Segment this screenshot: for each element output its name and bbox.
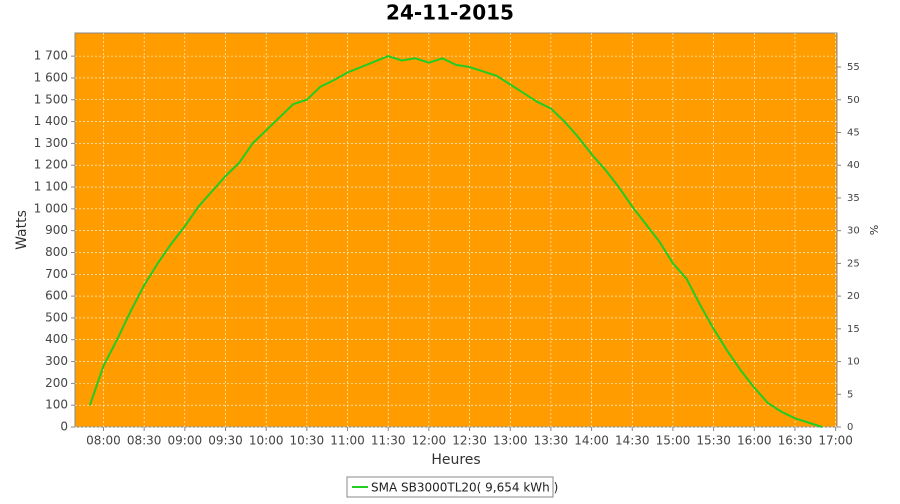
y-tick-label: 1 200 (34, 158, 68, 172)
y-tick-label: 0 (60, 420, 68, 434)
y2-tick-label: 45 (847, 127, 860, 138)
x-tick-label: 10:00 (249, 434, 284, 448)
x-tick-label: 14:30 (615, 434, 650, 448)
y2-tick-label: 0 (847, 422, 853, 433)
x-tick-label: 08:30 (127, 434, 162, 448)
x-tick-label: 13:30 (534, 434, 569, 448)
y-tick-label: 600 (45, 289, 68, 303)
y-tick-label: 1 700 (34, 49, 68, 63)
y2-tick-label: 30 (847, 226, 860, 237)
y-tick-label: 500 (45, 310, 68, 324)
chart-title: 24-11-2015 (386, 1, 514, 25)
x-tick-label: 12:00 (412, 434, 447, 448)
x-tick-label: 15:00 (656, 434, 691, 448)
x-tick-label: 16:00 (737, 434, 772, 448)
x-tick-label: 16:30 (778, 434, 813, 448)
y2-tick-label: 10 (847, 357, 860, 368)
plot-area (74, 32, 838, 428)
y2-tick-label: 15 (847, 324, 860, 335)
x-tick-label: 13:00 (493, 434, 528, 448)
x-tick-label: 17:00 (818, 434, 853, 448)
y-tick-label: 1 400 (34, 114, 68, 128)
y-tick-label: 1 100 (34, 180, 68, 194)
x-tick-label: 11:00 (330, 434, 365, 448)
y-axis-label: Watts (14, 210, 30, 250)
y2-tick-label: 55 (847, 62, 860, 73)
x-axis-label: Heures (431, 452, 480, 468)
y-tick-label: 1 600 (34, 70, 68, 84)
y2-tick-label: 40 (847, 160, 860, 171)
y-tick-label: 300 (45, 354, 68, 368)
x-tick-label: 10:30 (290, 434, 325, 448)
y2-tick-label: 50 (847, 95, 860, 106)
x-tick-label: 12:30 (452, 434, 487, 448)
y2-tick-label: 20 (847, 291, 860, 302)
y-tick-label: 700 (45, 267, 68, 281)
x-tick-label: 08:00 (86, 434, 121, 448)
x-tick-label: 14:00 (574, 434, 609, 448)
y-tick-label: 200 (45, 376, 68, 390)
x-tick-label: 11:30 (371, 434, 406, 448)
y2-tick-label: 25 (847, 258, 860, 269)
y-tick-label: 1 500 (34, 92, 68, 106)
legend (346, 476, 554, 498)
line (88, 55, 823, 428)
y-tick-label: 1 000 (34, 201, 68, 215)
legend-label: SMA SB3000TL20( 9,654 kWh ) (371, 481, 558, 495)
y2-tick-label: 35 (847, 193, 860, 204)
x-tick-label: 15:30 (696, 434, 731, 448)
y-tick-label: 1 300 (34, 136, 68, 150)
y-tick-label: 900 (45, 223, 68, 237)
x-tick-label: 09:00 (168, 434, 203, 448)
y-tick-label: 800 (45, 245, 68, 259)
y2-tick-label: 5 (847, 389, 853, 400)
x-tick-label: 09:30 (208, 434, 243, 448)
y-tick-label: 400 (45, 332, 68, 346)
y2-axis-label: % (867, 225, 880, 235)
y-tick-label: 100 (45, 398, 68, 412)
